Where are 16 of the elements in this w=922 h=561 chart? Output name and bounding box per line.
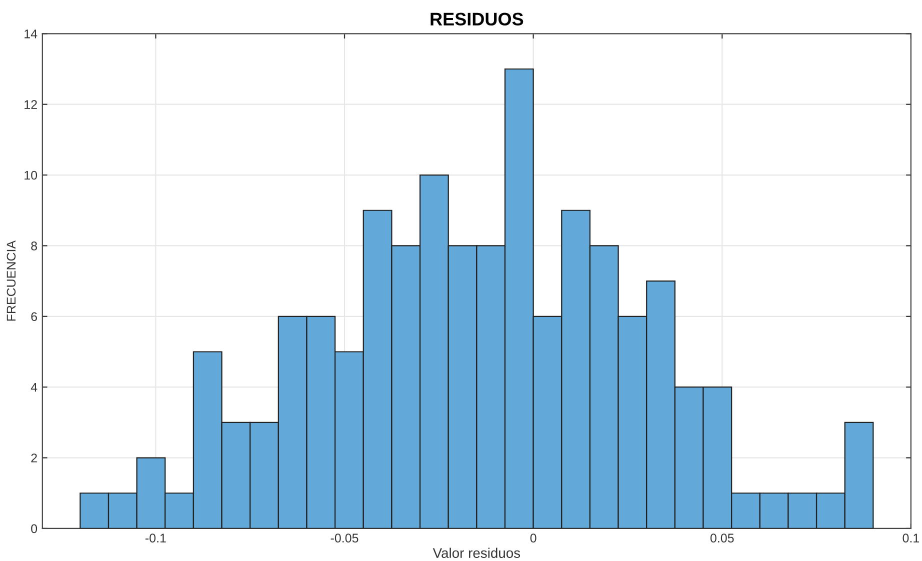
y-tick-label: 2 bbox=[31, 454, 37, 462]
y-tick-label: 12 bbox=[24, 100, 37, 109]
chart-title: RESIDUOS bbox=[430, 12, 524, 26]
x-tick-label: 0.1 bbox=[902, 534, 920, 543]
y-tick-label: 10 bbox=[24, 170, 38, 180]
y-tick-label: 8 bbox=[31, 242, 38, 250]
x-tick-label: -0.1 bbox=[145, 534, 166, 543]
x-axis-title: Valor residuos bbox=[432, 548, 520, 558]
x-tick-label: 0.05 bbox=[710, 534, 734, 543]
x-tick-label: -0.05 bbox=[330, 534, 358, 543]
x-tick-label: 0 bbox=[530, 534, 536, 543]
y-tick-label: 4 bbox=[30, 383, 38, 392]
y-tick-label: 6 bbox=[31, 312, 37, 322]
y-tick-label: 14 bbox=[24, 30, 38, 38]
y-axis-title: FRECUENCIA bbox=[6, 240, 16, 321]
y-tick-label: 0 bbox=[31, 524, 38, 534]
